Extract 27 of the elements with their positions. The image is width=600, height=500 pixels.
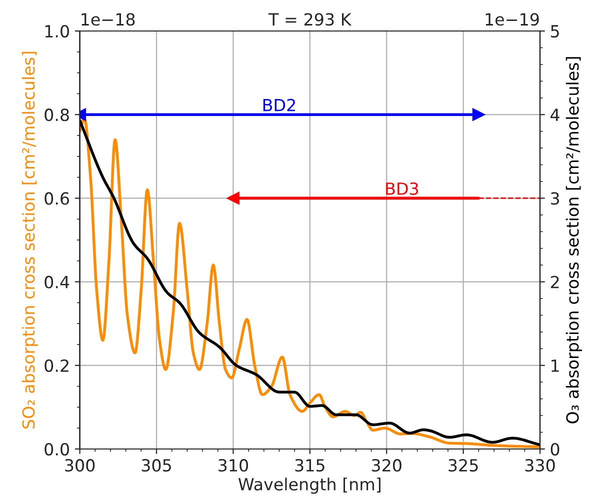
text: 1e−19: [486, 13, 539, 26]
x-tick-label: 320: [372, 459, 402, 472]
y2-tick-label: 0: [550, 442, 560, 456]
y2-tick-label: 4: [550, 108, 560, 121]
y-tick-label: 0.2: [44, 359, 68, 372]
y2-tick-label: 1: [552, 360, 559, 372]
text: 1e−18: [82, 13, 135, 26]
y2-tick-label: 5: [551, 25, 559, 38]
x-axis-title: Wavelength [nm]: [238, 478, 380, 494]
y2-axis-title: O₃ absorption cross section [cm²/molecules]: [566, 57, 582, 424]
x-tick-label: 330: [525, 459, 555, 472]
y-tick-label: 0.8: [44, 108, 69, 122]
y-tick-label: 0.0: [44, 442, 69, 456]
y-tick-label: 1.0: [45, 24, 69, 38]
x-tick-label: 310: [218, 459, 248, 472]
annotation: BD2: [263, 98, 295, 112]
y2-tick-label: 3: [550, 192, 559, 205]
x-tick-label: 300: [65, 459, 95, 472]
x-tick-label: 315: [295, 459, 324, 472]
chart-title: T = 293 K: [268, 13, 352, 26]
y2-tick-label: 2: [550, 276, 559, 288]
annotation: BD3: [386, 182, 418, 195]
x-tick-label: 305: [142, 459, 171, 472]
y-tick-label: 0.4: [44, 276, 70, 288]
y-tick-label: 0.6: [44, 192, 70, 205]
x-tick-label: 325: [448, 459, 478, 472]
y-axis-title: SO₂ absorption cross section [cm²/molecules]: [22, 52, 38, 428]
